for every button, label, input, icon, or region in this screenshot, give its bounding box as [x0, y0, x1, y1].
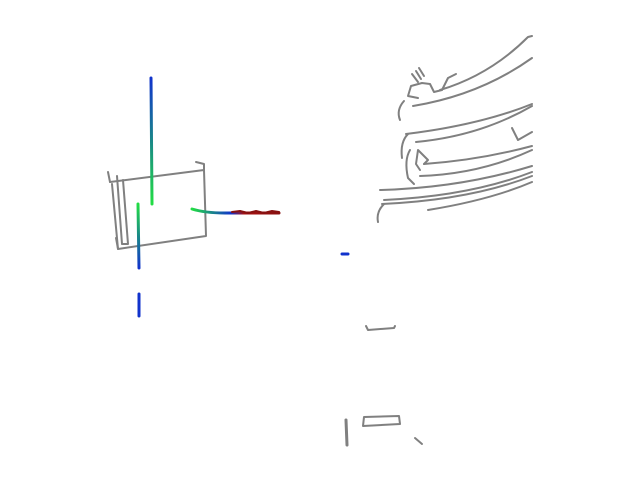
right-curve-5 [415, 105, 533, 143]
right-curve-1 [439, 35, 533, 91]
right-curve-14 [383, 171, 533, 201]
left-structure-bottom-left-tick [115, 237, 119, 250]
right-curve-17 [376, 203, 385, 223]
right-curve-7 [400, 133, 409, 159]
right-curve-11 [419, 149, 533, 177]
left-structure-outline [109, 169, 207, 250]
right-curve-6 [405, 103, 533, 135]
left-structure-top-left-tick [107, 171, 111, 183]
right-curve-hatch [411, 67, 425, 83]
segment-vertical [344, 418, 349, 447]
left-structure-top-right-tick [195, 161, 205, 171]
right-curve-13 [379, 165, 533, 191]
track-group [136, 74, 350, 318]
right-curve-3 [407, 73, 457, 99]
segment-diagonal [414, 437, 423, 445]
right-curve-10 [415, 149, 429, 171]
left-structure-inner-edge [116, 175, 129, 245]
track-vertical-3 [136, 202, 141, 270]
right-curve-15 [381, 175, 533, 205]
lower-segments [344, 325, 423, 447]
right-structure [376, 35, 533, 223]
left-structure [107, 161, 207, 250]
track-horizontal-noise [231, 210, 280, 214]
right-curve-16 [427, 181, 533, 211]
right-curve-9 [423, 145, 533, 165]
track-vertical-2 [149, 76, 154, 206]
segment-box [362, 415, 401, 427]
track-horizontal [190, 207, 281, 215]
right-curve-4 [397, 100, 405, 121]
segment-bracket [365, 325, 396, 331]
right-curve-8 [511, 127, 533, 141]
right-curve-12 [405, 149, 415, 185]
right-curve-2 [412, 57, 533, 107]
